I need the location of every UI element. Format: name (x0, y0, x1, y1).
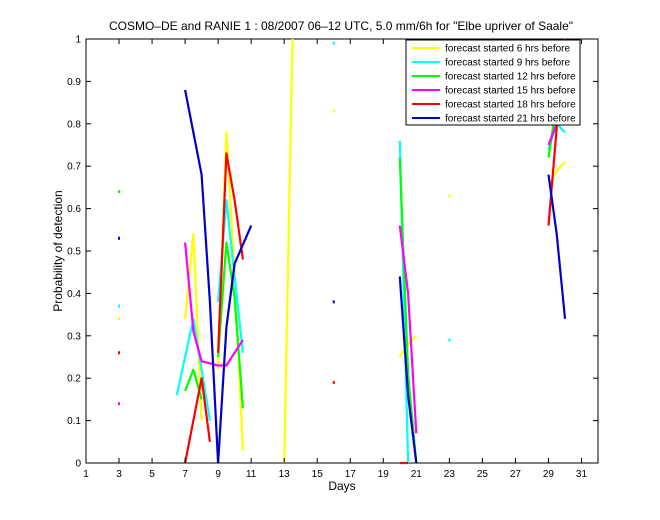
legend: forecast started 6 hrs before forecast st… (405, 39, 581, 126)
x-tick-label: 11 (246, 469, 257, 480)
y-tick-label: 0.4 (67, 289, 81, 300)
legend-entry: forecast started 18 hrs before (445, 100, 576, 111)
x-axis-label: Days (328, 479, 355, 493)
legend-box (405, 39, 581, 126)
y-tick-label: 0.5 (67, 247, 81, 258)
series-line (184, 242, 244, 367)
series-line (283, 38, 294, 464)
series-line (547, 174, 567, 319)
series-line (175, 317, 211, 421)
x-tick-label: 13 (279, 469, 291, 480)
x-tick-label: 23 (444, 469, 456, 480)
x-tick-label: 7 (182, 469, 188, 480)
series-line (217, 225, 253, 464)
x-tick-label: 17 (345, 469, 357, 480)
x-tick-label: 29 (543, 469, 555, 480)
legend-entry: forecast started 9 hrs before (445, 58, 571, 69)
x-tick-label: 1 (83, 469, 89, 480)
series-line (398, 276, 418, 464)
y-tick-label: 0.3 (67, 331, 81, 342)
series-line (398, 225, 418, 434)
x-tick-label: 9 (215, 469, 221, 480)
series-6 (118, 89, 567, 464)
x-tick-label: 15 (312, 469, 324, 480)
x-tick-label: 31 (576, 469, 588, 480)
x-tick-label: 21 (411, 469, 423, 480)
legend-entry: forecast started 15 hrs before (445, 86, 576, 97)
legend-entry: forecast started 12 hrs before (445, 72, 576, 83)
y-tick-label: 0.8 (67, 119, 81, 130)
y-tick-label: 0.6 (67, 204, 81, 215)
x-tick-label: 27 (510, 469, 522, 480)
x-tick-label: 19 (378, 469, 390, 480)
legend-entry: forecast started 21 hrs before (445, 114, 576, 125)
y-tick-label: 0.1 (67, 416, 81, 427)
y-tick-label: 0.2 (67, 374, 81, 385)
x-tick-label: 3 (116, 469, 122, 480)
series-line (184, 89, 220, 464)
y-axis: 0 0.1 0.2 0.3 0.4 0.5 0.6 0.7 0.8 0.9 1 (67, 35, 598, 470)
y-tick-label: 0 (75, 459, 81, 470)
x-tick-label: 5 (149, 469, 155, 480)
series-line (184, 377, 211, 464)
series-line (217, 152, 244, 353)
legend-entry: forecast started 6 hrs before (445, 44, 571, 55)
y-tick-label: 0.7 (67, 162, 81, 173)
chart-title: COSMO–DE and RANIE 1 : 08/2007 06–12 UTC… (109, 19, 573, 33)
y-axis-label: Probability of detection (51, 190, 65, 311)
y-tick-label: 0.9 (67, 77, 81, 88)
x-tick-label: 25 (477, 469, 489, 480)
series-line (398, 335, 418, 358)
y-tick-label: 1 (75, 35, 81, 46)
series-line (217, 241, 244, 408)
